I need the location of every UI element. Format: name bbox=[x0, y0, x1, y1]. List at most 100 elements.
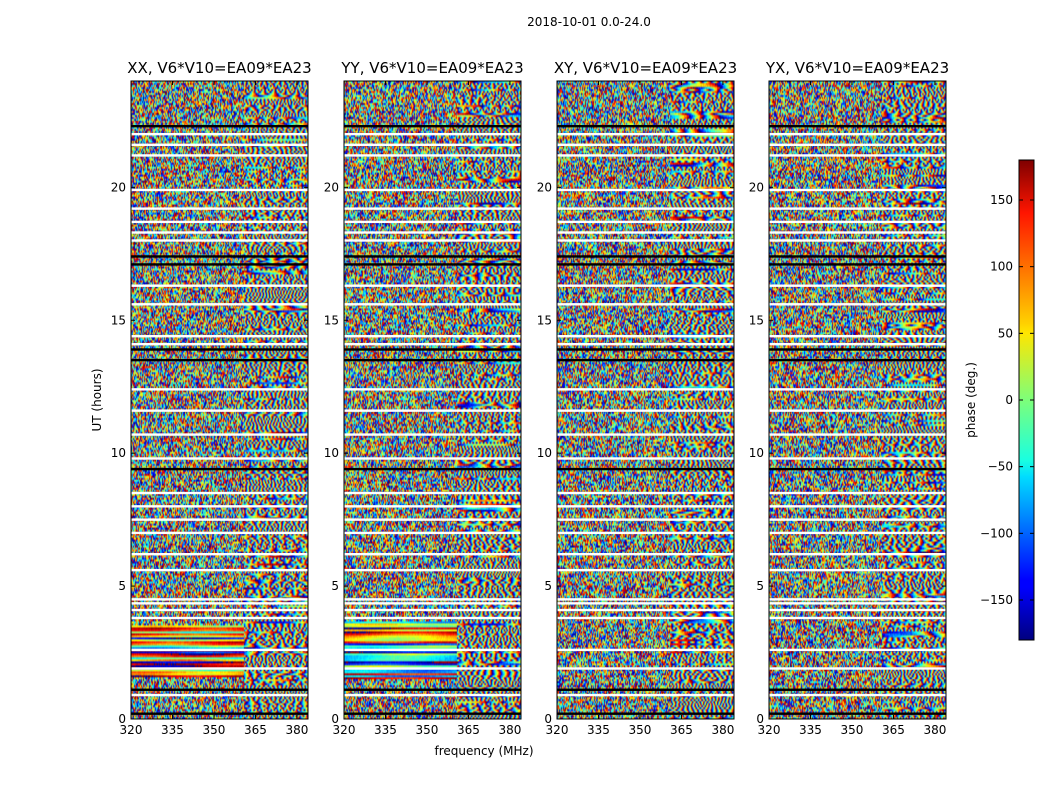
flag-white-band bbox=[769, 335, 946, 338]
flag-white-band bbox=[344, 667, 521, 670]
flag-white-band bbox=[557, 342, 734, 346]
flag-white-band bbox=[344, 335, 521, 338]
flag-white-band bbox=[344, 648, 521, 652]
flag-white-band bbox=[131, 143, 308, 146]
figure-suptitle: 2018-10-01 0.0-24.0 bbox=[527, 15, 651, 29]
x-tick-label: 335 bbox=[161, 723, 184, 737]
flag-white-band bbox=[769, 188, 946, 192]
x-tick-label: 380 bbox=[711, 723, 734, 737]
panel-frame bbox=[768, 80, 947, 720]
flag-white-band bbox=[344, 608, 521, 612]
flag-black-band bbox=[557, 348, 734, 351]
flag-white-band bbox=[557, 608, 734, 612]
colorbar-tick-label: 0 bbox=[1005, 393, 1013, 407]
flag-white-band bbox=[344, 531, 521, 535]
flag-white-band bbox=[131, 132, 308, 136]
flag-black-band bbox=[557, 124, 734, 128]
flag-white-band bbox=[769, 608, 946, 612]
flag-white-band bbox=[769, 531, 946, 535]
panel-4: YX, V6*V10=EA09*EA23 320 335 350 365 380 0 5 10 1… bbox=[749, 59, 949, 737]
panel-title: YY, V6*V10=EA09*EA23 bbox=[340, 59, 523, 77]
phase-heatmap bbox=[344, 81, 521, 719]
flag-white-band bbox=[344, 433, 521, 436]
panel-1: XX, V6*V10=EA09*EA23 320 335 350 365 380 0 5 10 1… bbox=[111, 59, 312, 737]
flag-white-band bbox=[344, 143, 521, 146]
flag-black-band bbox=[769, 712, 946, 715]
y-tick-label: 10 bbox=[324, 446, 339, 460]
y-tick-label: 20 bbox=[537, 180, 552, 194]
x-tick-label: 365 bbox=[244, 723, 267, 737]
panels: XX, V6*V10=EA09*EA23 320 335 350 365 380 0 5 10 1… bbox=[111, 59, 949, 737]
flag-white-band bbox=[557, 388, 734, 391]
colorbar-ticks: −150 −100 −50 0 50 100 150 bbox=[980, 193, 1034, 607]
flag-white-band bbox=[131, 505, 308, 508]
panel-title: YX, V6*V10=EA09*EA23 bbox=[765, 59, 949, 77]
flag-black-band bbox=[131, 688, 308, 691]
panel-2: YY, V6*V10=EA09*EA23 320 335 350 365 380 0 5 10 1… bbox=[324, 59, 524, 737]
flag-black-band bbox=[131, 467, 308, 471]
panel-frame bbox=[556, 80, 735, 720]
flag-white-band bbox=[344, 616, 521, 620]
flag-white-band bbox=[769, 518, 946, 521]
colorbar-tick-label: 150 bbox=[990, 193, 1013, 207]
flag-white-band bbox=[344, 598, 521, 601]
y-tick-label: 20 bbox=[749, 180, 764, 194]
flag-black-band bbox=[557, 255, 734, 258]
flag-white-band bbox=[344, 188, 521, 192]
flag-white-band bbox=[131, 154, 308, 157]
colorbar-tick-label: −50 bbox=[988, 460, 1013, 474]
y-tick-label: 5 bbox=[756, 579, 764, 593]
flag-white-band bbox=[769, 143, 946, 146]
flag-black-band bbox=[344, 467, 521, 471]
flag-white-band bbox=[557, 143, 734, 146]
flag-white-band bbox=[131, 568, 308, 572]
flag-white-band bbox=[557, 457, 734, 460]
x-axis-label: frequency (MHz) bbox=[434, 744, 533, 758]
y-tick-label: 15 bbox=[324, 313, 339, 327]
flag-black-band bbox=[344, 124, 521, 128]
flag-white-band bbox=[131, 220, 308, 224]
flag-white-band bbox=[769, 602, 946, 605]
x-tick-label: 365 bbox=[670, 723, 693, 737]
flag-white-band bbox=[131, 188, 308, 192]
flag-black-band bbox=[131, 712, 308, 715]
flag-black-band bbox=[344, 348, 521, 351]
flag-white-band bbox=[769, 433, 946, 436]
flag-white-band bbox=[131, 409, 308, 412]
flag-white-band bbox=[557, 303, 734, 306]
flag-white-band bbox=[344, 239, 521, 242]
x-tick-label: 320 bbox=[546, 723, 569, 737]
flag-white-band bbox=[131, 518, 308, 521]
flag-black-band bbox=[769, 124, 946, 128]
flag-white-band bbox=[769, 568, 946, 572]
flag-white-band bbox=[131, 457, 308, 460]
flag-white-band bbox=[131, 231, 308, 234]
flag-white-band bbox=[131, 491, 308, 495]
y-tick-label: 20 bbox=[324, 180, 339, 194]
flag-white-band bbox=[769, 457, 946, 460]
phase-heatmap bbox=[131, 81, 308, 719]
flag-white-band bbox=[344, 154, 521, 157]
phase-heatmap bbox=[769, 81, 946, 719]
flag-white-band bbox=[557, 409, 734, 412]
colorbar-tick-label: 100 bbox=[990, 260, 1013, 274]
flag-white-band bbox=[769, 231, 946, 234]
flag-white-band bbox=[131, 284, 308, 287]
y-axis-label: UT (hours) bbox=[90, 368, 104, 431]
flag-white-band bbox=[131, 693, 308, 697]
flag-white-band bbox=[557, 239, 734, 242]
y-tick-label: 5 bbox=[331, 579, 339, 593]
flag-white-band bbox=[557, 648, 734, 652]
flag-black-band bbox=[557, 263, 734, 266]
flag-black-band bbox=[131, 358, 308, 362]
flag-white-band bbox=[131, 335, 308, 338]
flag-white-band bbox=[769, 303, 946, 306]
flag-black-band bbox=[131, 263, 308, 266]
flag-black-band bbox=[769, 358, 946, 362]
flag-white-band bbox=[131, 552, 308, 556]
flag-white-band bbox=[769, 409, 946, 412]
y-tick-label: 10 bbox=[749, 446, 764, 460]
phase-heatmap bbox=[557, 81, 734, 719]
flag-white-band bbox=[557, 132, 734, 136]
flag-white-band bbox=[557, 433, 734, 436]
